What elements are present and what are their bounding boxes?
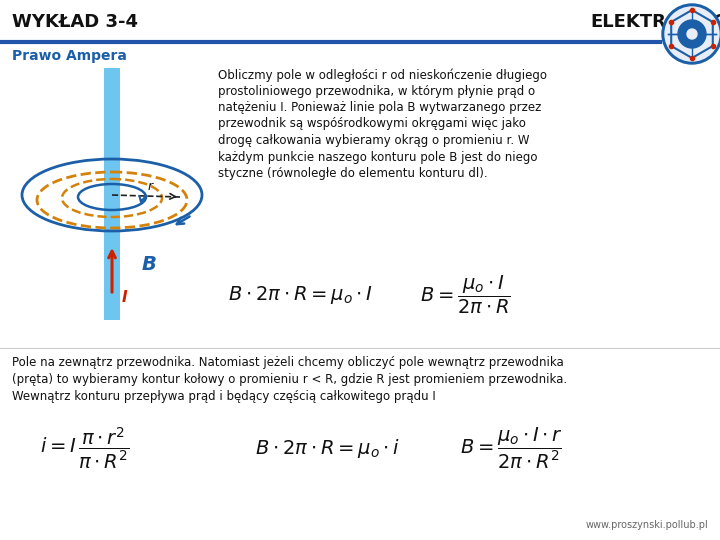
Text: B: B [142,255,157,274]
Text: I: I [122,291,127,306]
Text: www.proszynski.pollub.pl: www.proszynski.pollub.pl [585,520,708,530]
Text: Pole na zewnątrz przewodnika. Natomiast jeżeli chcemy obliczyć pole wewnątrz prz: Pole na zewnątrz przewodnika. Natomiast … [12,356,564,369]
Text: r: r [148,179,153,192]
Text: każdym punkcie naszego konturu pole B jest do niego: każdym punkcie naszego konturu pole B je… [218,151,538,164]
Text: $B = \dfrac{\mu_o\cdot I}{2\pi\cdot R}$: $B = \dfrac{\mu_o\cdot I}{2\pi\cdot R}$ [420,274,510,316]
Text: Wewnątrz konturu przepływa prąd i będący częścią całkowitego prądu I: Wewnątrz konturu przepływa prąd i będący… [12,390,436,403]
Text: drogę całkowania wybieramy okrąg o promieniu r. W: drogę całkowania wybieramy okrąg o promi… [218,134,529,147]
Text: styczne (równoległe do elementu konturu dl).: styczne (równoległe do elementu konturu … [218,167,487,180]
Text: $B = \dfrac{\mu_o\cdot I\cdot r}{2\pi\cdot R^2}$: $B = \dfrac{\mu_o\cdot I\cdot r}{2\pi\cd… [460,425,563,471]
Bar [0,0,720,42]
Text: ELEKTROMAGNETYZM: ELEKTROMAGNETYZM [590,13,720,31]
Text: $B\cdot 2\pi\cdot R = \mu_o\cdot I$: $B\cdot 2\pi\cdot R = \mu_o\cdot I$ [228,284,373,306]
Text: natężeniu I. Ponieważ linie pola B wytwarzanego przez: natężeniu I. Ponieważ linie pola B wytwa… [218,101,541,114]
Text: prostoliniowego przewodnika, w którym płynie prąd o: prostoliniowego przewodnika, w którym pł… [218,84,535,98]
Text: Prawo Ampera: Prawo Ampera [12,49,127,63]
Circle shape [678,20,706,48]
Circle shape [662,4,720,64]
Text: przewodnik są wspóśrodkowymi okręgami więc jako: przewodnik są wspóśrodkowymi okręgami wi… [218,118,526,131]
Bar [104,68,120,320]
Circle shape [665,7,719,61]
Text: $B\cdot 2\pi\cdot R = \mu_o\cdot i$: $B\cdot 2\pi\cdot R = \mu_o\cdot i$ [255,436,400,460]
Circle shape [687,29,697,39]
Text: WYKŁAD 3-4: WYKŁAD 3-4 [12,13,138,31]
Text: (pręta) to wybieramy kontur kołowy o promieniu r < R, gdzie R jest promieniem pr: (pręta) to wybieramy kontur kołowy o pro… [12,373,567,386]
Text: $i = I\,\dfrac{\pi\cdot r^2}{\pi\cdot R^2}$: $i = I\,\dfrac{\pi\cdot r^2}{\pi\cdot R^… [40,426,130,471]
Text: Obliczmy pole w odległości r od nieskończenie długiego: Obliczmy pole w odległości r od nieskoń… [218,68,547,82]
